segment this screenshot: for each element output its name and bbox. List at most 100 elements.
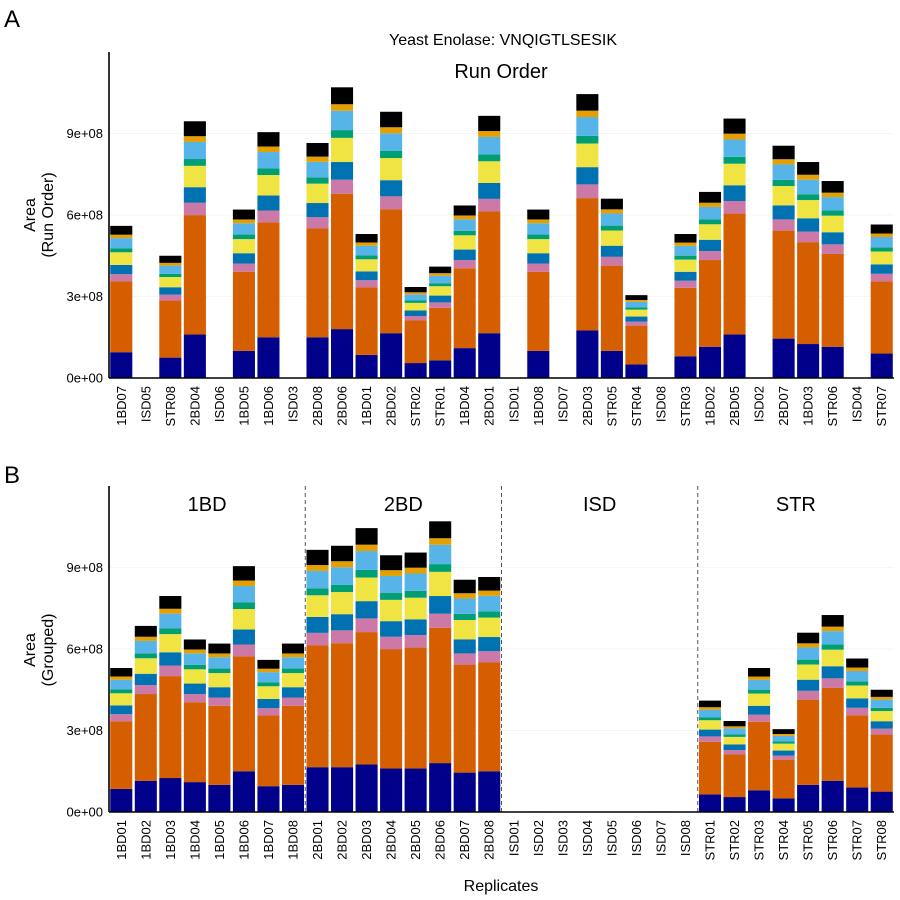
bar-segment <box>331 592 354 615</box>
y-tick-label: 0e+00 <box>66 805 103 820</box>
bar-segment <box>698 736 722 742</box>
stacked-bar <box>478 115 501 378</box>
bar-segment <box>110 252 133 265</box>
bar-segment <box>380 555 403 571</box>
bar-segment <box>380 599 403 622</box>
bar-segment <box>870 247 893 252</box>
bar-segment <box>723 334 746 378</box>
bar-segment <box>772 729 795 734</box>
bar-segment <box>797 699 820 785</box>
bar-segment <box>821 780 844 812</box>
bar-segment <box>232 253 255 264</box>
bar-segment <box>257 686 280 699</box>
panel-b-facet-separators <box>304 486 699 812</box>
bar-segment <box>478 771 501 812</box>
bar-segment <box>600 256 623 266</box>
bar-segment <box>698 741 722 795</box>
bar-segment <box>478 651 501 663</box>
x-tick-label: ISD05 <box>138 386 153 422</box>
bar-segment <box>821 244 844 254</box>
bar-segment <box>355 528 378 545</box>
bar-segment <box>748 714 771 722</box>
x-tick-label: STR02 <box>727 820 742 860</box>
bar-segment <box>380 333 403 378</box>
bar-segment <box>183 121 206 137</box>
bar-segment <box>429 307 452 361</box>
stacked-bar <box>723 720 746 812</box>
facet-label: 2BD <box>384 494 423 516</box>
bar-segment <box>429 302 452 308</box>
bar-segment <box>232 771 255 812</box>
bar-segment <box>159 628 182 635</box>
bar-segment <box>355 551 378 570</box>
bar-segment <box>355 544 378 552</box>
bar-segment <box>355 569 378 578</box>
x-tick-label: STR06 <box>825 386 840 426</box>
bar-segment <box>698 346 722 378</box>
x-tick-label: ISD05 <box>604 820 619 856</box>
stacked-bar <box>404 286 427 378</box>
x-tick-label: STR05 <box>801 820 816 860</box>
bar-segment <box>453 598 476 614</box>
bar-segment <box>846 698 869 708</box>
stacked-bar <box>134 625 157 812</box>
x-tick-label: 1BD02 <box>703 386 718 426</box>
bar-segment <box>453 259 476 269</box>
bar-segment <box>797 231 820 243</box>
bar-segment <box>600 245 623 257</box>
bar-segment <box>698 720 722 730</box>
bar-segment <box>183 141 206 160</box>
stacked-bar <box>797 632 820 812</box>
bar-segment <box>600 350 623 378</box>
bar-segment <box>772 750 795 756</box>
bar-segment <box>404 320 427 364</box>
bar-segment <box>404 768 427 812</box>
bar-segment <box>478 182 501 199</box>
bar-segment <box>331 561 354 568</box>
bar-segment <box>159 273 182 278</box>
bar-segment <box>183 136 206 142</box>
bar-segment <box>404 573 427 591</box>
bar-segment <box>429 275 452 284</box>
bar-segment <box>257 708 280 716</box>
stacked-bar <box>625 295 648 378</box>
bar-segment <box>159 262 182 266</box>
stacked-bar <box>821 615 844 812</box>
bar-segment <box>183 782 206 812</box>
stacked-bar <box>183 121 206 378</box>
bar-segment <box>698 219 722 225</box>
bar-segment <box>404 310 427 317</box>
bar-segment <box>355 245 378 256</box>
bar-segment <box>478 198 501 212</box>
bar-segment <box>797 194 820 201</box>
bar-segment <box>576 117 599 136</box>
x-tick-label: 1BD03 <box>801 386 816 426</box>
bar-segment <box>453 664 476 773</box>
bar-segment <box>429 763 452 812</box>
bar-segment <box>208 657 231 669</box>
bar-segment <box>257 786 280 812</box>
bar-segment <box>110 679 133 690</box>
bar-segment <box>380 209 403 334</box>
x-tick-label: 2BD06 <box>335 386 350 426</box>
bar-segment <box>232 263 255 272</box>
x-tick-label: 1BD06 <box>236 820 251 860</box>
bar-segment <box>183 202 206 216</box>
bar-segment <box>232 629 255 645</box>
bar-segment <box>748 668 771 677</box>
bar-segment <box>723 185 746 202</box>
bar-segment <box>380 111 403 128</box>
bar-segment <box>331 137 354 163</box>
x-tick-label: 1BD04 <box>457 386 472 426</box>
bar-segment <box>257 132 280 147</box>
bar-segment <box>821 197 844 211</box>
x-tick-label: 1BD05 <box>236 386 251 426</box>
bar-segment <box>183 215 206 335</box>
x-tick-label: ISD04 <box>850 386 865 422</box>
bar-segment <box>772 205 795 220</box>
bar-segment <box>208 673 231 688</box>
bar-segment <box>453 772 476 812</box>
bar-segment <box>625 364 648 378</box>
bar-segment <box>257 672 280 683</box>
x-tick-label: 2BD07 <box>776 386 791 426</box>
